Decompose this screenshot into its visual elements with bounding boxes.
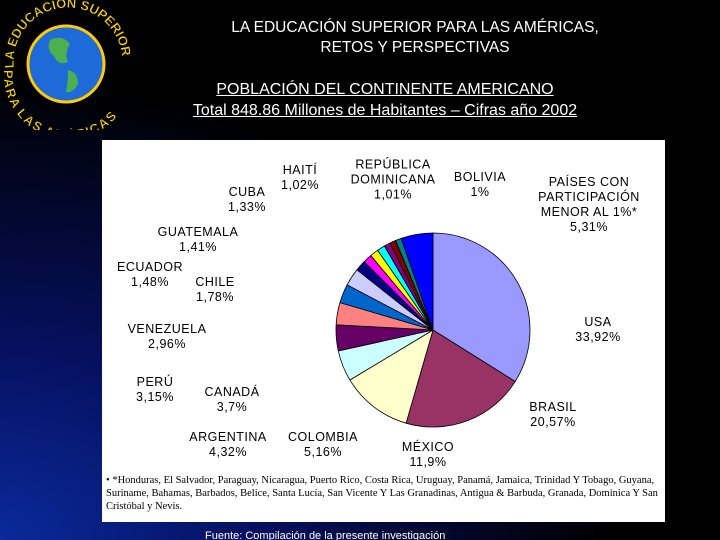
- value-label: 1%: [470, 185, 490, 199]
- subtitle-line: POBLACIÓN DEL CONTINENTE AMERICANO: [216, 81, 554, 98]
- pie-slice: [432, 232, 531, 383]
- chart-panel: • *Honduras, El Salvador, Paraguay, Nica…: [102, 140, 665, 522]
- value-label: 5,16%: [304, 445, 342, 459]
- slice-label: ECUADOR 1,48%: [105, 260, 195, 290]
- slice-label: ARGENTINA 4,32%: [173, 430, 283, 460]
- value-label: 4,32%: [209, 445, 247, 459]
- title: LA EDUCACIÓN SUPERIOR PARA LAS AMÉRICAS,…: [150, 18, 680, 58]
- slice-label: HAITÍ 1,02%: [270, 163, 330, 193]
- value-label: 1,78%: [196, 290, 234, 304]
- source: Fuente: Compilación de la presente inves…: [205, 530, 446, 540]
- value-label: 20,57%: [530, 415, 576, 429]
- slice-label: BOLIVIA 1%: [440, 170, 520, 200]
- value-label: 3,7%: [216, 400, 248, 414]
- pie-slice: [349, 329, 434, 424]
- category-label: ARGENTINA: [189, 430, 267, 444]
- category-label: USA: [584, 315, 612, 329]
- category-label: VENEZUELA: [127, 322, 207, 336]
- subtitle-line: Total 848.86 Millones de Habitantes – Ci…: [192, 102, 578, 119]
- title-line: RETOS Y PERSPECTIVAS: [320, 39, 510, 56]
- category-label: ECUADOR: [116, 260, 183, 274]
- value-label: 33,92%: [575, 330, 621, 344]
- slice-label: REPÚBLICA DOMINICANA 1,01%: [338, 158, 448, 203]
- category-label: CUBA: [228, 185, 266, 199]
- value-label: 3,15%: [136, 390, 174, 404]
- globe: [26, 24, 106, 104]
- chart: [335, 232, 531, 428]
- value-label: 1,41%: [179, 240, 217, 254]
- slice-label: CUBA 1,33%: [207, 185, 287, 215]
- title-line: LA EDUCACIÓN SUPERIOR PARA LAS AMÉRICAS,: [231, 19, 599, 36]
- value-label: 1,48%: [131, 275, 169, 289]
- category-label: BRASIL: [529, 400, 577, 414]
- category-label: REPÚBLICA DOMINICANA: [350, 157, 436, 187]
- slice-label: CHILE 1,78%: [185, 275, 245, 305]
- slice-label: PERÚ 3,15%: [125, 375, 185, 405]
- category-label: CANADÁ: [204, 385, 260, 399]
- slice-label: COLOMBIA 5,16%: [278, 430, 368, 460]
- category-label: PAÍSES CON PARTICIPACIÓN MENOR AL 1%*: [538, 175, 640, 219]
- subtitle: POBLACIÓN DEL CONTINENTE AMERICANO Total …: [120, 79, 650, 121]
- pie-slice: [405, 329, 516, 428]
- value-label: 1,02%: [281, 178, 319, 192]
- slice-label: GUATEMALA 1,41%: [143, 225, 253, 255]
- slice-label: VENEZUELA 2,96%: [112, 322, 222, 352]
- slice-label: BRASIL 20,57%: [508, 400, 598, 430]
- value-label: 5,31%: [570, 220, 608, 234]
- continents: [48, 37, 78, 93]
- value-label: 1,01%: [374, 187, 412, 202]
- category-label: GUATEMALA: [157, 225, 239, 239]
- slice-label: MÉXICO 11,9%: [383, 440, 473, 470]
- slice-label: CANADÁ 3,7%: [192, 385, 272, 415]
- category-label: PERÚ: [136, 375, 174, 389]
- footnote-text: *Honduras, El Salvador, Paraguay, Nicara…: [106, 475, 658, 512]
- slice-label: PAÍSES CON PARTICIPACIÓN MENOR AL 1%* 5,3…: [519, 175, 659, 235]
- category-label: COLOMBIA: [288, 430, 358, 444]
- value-label: 2,96%: [148, 337, 186, 351]
- footnote: • *Honduras, El Salvador, Paraguay, Nica…: [106, 475, 658, 512]
- slice-label: USA 33,92%: [553, 315, 643, 345]
- category-label: BOLIVIA: [453, 170, 507, 184]
- category-label: CHILE: [195, 275, 235, 289]
- value-label: 1,33%: [228, 200, 266, 214]
- logo: LA EDUCACIÓN SUPERIOR PARA LAS AMÉRICAS: [1, 0, 134, 130]
- value-label: 11,9%: [409, 455, 447, 469]
- category-label: MÉXICO: [401, 440, 455, 454]
- pie-slice: [400, 232, 434, 331]
- category-label: HAITÍ: [282, 163, 318, 177]
